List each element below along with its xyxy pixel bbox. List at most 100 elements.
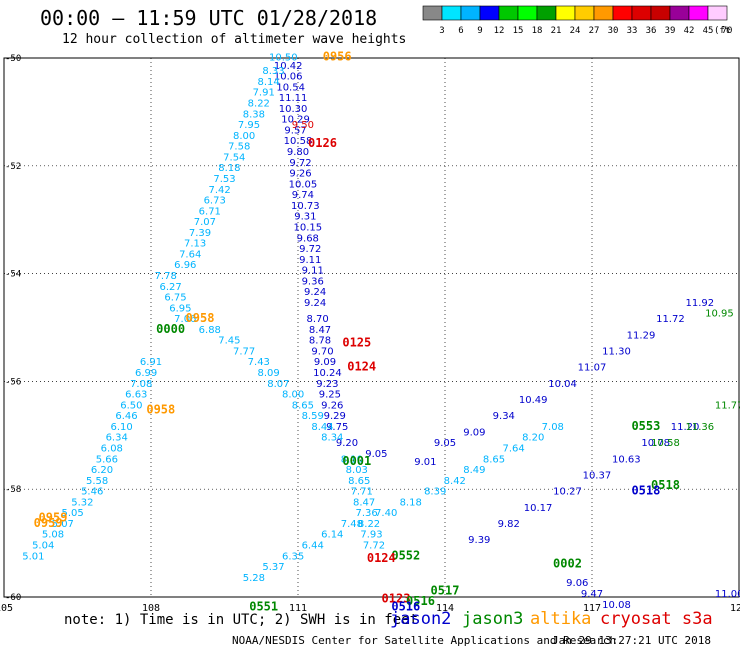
data-point-jason2: 10.06 — [274, 72, 303, 83]
data-point-altika: 7.43 — [248, 357, 270, 368]
data-point-altika: 6.34 — [106, 433, 128, 444]
data-point-altika: 7.64 — [179, 249, 201, 260]
pass-time-label: 0553 — [631, 419, 660, 433]
data-point-jason2: 9.57 — [284, 125, 306, 136]
pass-time-label: 0124 — [367, 551, 396, 565]
y-tick-label: -60 — [5, 593, 21, 603]
pass-time-label: 0125 — [342, 335, 371, 349]
data-point-altika: 5.58 — [86, 476, 108, 487]
data-point-jason2: 10.17 — [524, 503, 553, 514]
data-point-jason2: 9.39 — [468, 535, 490, 546]
data-point-altika: 5.66 — [96, 454, 118, 465]
data-point-jason2: 9.36 — [302, 276, 324, 287]
x-tick-label: 117 — [583, 603, 601, 614]
y-tick-label: -56 — [5, 377, 21, 387]
y-tick-label: -52 — [5, 162, 21, 172]
data-point-altika: 5.28 — [243, 573, 265, 584]
legend-jason3: jason3 — [462, 609, 524, 629]
color-scale-label: 3 — [439, 26, 444, 36]
pass-time-label: 0123 — [382, 591, 411, 605]
data-point-altika: 6.46 — [115, 411, 137, 422]
plot-frame — [3, 57, 740, 598]
data-point-altika: 7.40 — [375, 508, 397, 519]
color-scale-label: 39 — [665, 26, 676, 36]
data-point-altika: 8.33 — [262, 66, 284, 77]
data-point-jason2: 11.07 — [578, 363, 607, 374]
data-point-altika: 8.44 — [311, 422, 333, 433]
data-point-altika: 7.64 — [502, 443, 524, 454]
data-point-altika: 6.96 — [174, 260, 196, 271]
data-point-altika: 8.18 — [218, 163, 240, 174]
data-point-jason2: 9.26 — [289, 169, 311, 180]
data-point-altika: 6.71 — [199, 206, 221, 217]
pass-time-label: 0551 — [249, 599, 278, 613]
color-scale-label: 42 — [684, 26, 695, 36]
legend-cryosat-s3a: cryosat s3a — [600, 609, 713, 629]
data-point-jason2: 10.15 — [293, 222, 322, 233]
data-point-altika: 7.53 — [213, 174, 235, 185]
data-point-jason2: 9.06 — [566, 578, 588, 589]
data-point-altika: 7.45 — [218, 336, 240, 347]
data-point-altika: 8.65 — [483, 454, 505, 465]
data-point-altika: 5.32 — [71, 497, 93, 508]
data-point-jason2: 10.78 — [641, 438, 670, 449]
data-point-jason2: 10.27 — [553, 487, 582, 498]
data-point-altika: 8.38 — [243, 109, 265, 120]
data-point-jason2: 9.05 — [365, 449, 387, 460]
data-point-jason3: 10.58 — [651, 438, 680, 449]
data-point-altika: 8.65 — [292, 400, 314, 411]
data-point-jason2: 9.23 — [316, 379, 338, 390]
data-point-altika: 7.95 — [238, 120, 260, 131]
color-scale-unit: (ft) — [714, 26, 732, 36]
data-point-altika: 7.54 — [223, 152, 245, 163]
data-point-altika: 8.00 — [233, 131, 255, 142]
data-point-altika: 8.59 — [302, 411, 324, 422]
data-point-jason2: 9.72 — [299, 244, 321, 255]
data-point-jason2: 11.00 — [715, 589, 740, 600]
data-point-altika: 8.00 — [282, 390, 304, 401]
data-point-jason2: 10.29 — [281, 115, 310, 126]
color-scale-label: 36 — [646, 26, 657, 36]
data-point-altika: 8.14 — [257, 77, 279, 88]
x-tick-label: 111 — [289, 603, 307, 614]
data-point-altika: 7.07 — [194, 217, 216, 228]
footnote: note: 1) Time is in UTC; 2) SWH is in fe… — [64, 612, 419, 628]
data-point-altika: 8.03 — [346, 465, 368, 476]
data-point-jason2: 9.74 — [292, 190, 314, 201]
y-tick-label: -50 — [5, 54, 21, 64]
data-point-jason2: 10.58 — [284, 136, 313, 147]
x-tick-label: 120 — [730, 603, 740, 614]
color-scale-label: 15 — [513, 26, 524, 36]
data-point-altika: 7.08 — [542, 422, 564, 433]
data-point-jason2: 9.72 — [289, 158, 311, 169]
credit-line: NOAA/NESDIS Center for Satellite Applica… — [232, 634, 617, 647]
pass-time-label: 0959 — [34, 516, 63, 530]
data-point-jason3: 10.95 — [705, 309, 734, 320]
data-point-altika: 6.88 — [199, 325, 221, 336]
data-point-jason2: 11.92 — [685, 298, 714, 309]
data-point-jason2: 10.37 — [583, 470, 612, 481]
x-tick-label: 114 — [436, 603, 454, 614]
data-point-jason2: 10.04 — [548, 379, 577, 390]
generated-timestamp: Jan 29 13:27:21 UTC 2018 — [552, 634, 711, 647]
data-point-jason2: 10.30 — [279, 104, 308, 115]
data-point-altika: 5.04 — [32, 540, 54, 551]
data-point-altika: 6.10 — [110, 422, 132, 433]
data-point-jason2: 9.05 — [434, 438, 456, 449]
pass-time-label: 0518 — [651, 478, 680, 492]
data-point-jason2: 9.29 — [324, 411, 346, 422]
data-point-jason2: 10.24 — [313, 368, 342, 379]
data-point-altika: 5.07 — [52, 519, 74, 530]
data-point-jason2: 9.34 — [493, 411, 515, 422]
data-point-altika: 6.95 — [169, 303, 191, 314]
data-point-jason2: 9.09 — [314, 357, 336, 368]
data-point-altika: 6.14 — [321, 530, 343, 541]
data-point-jason2: 11.29 — [627, 330, 656, 341]
data-point-jason2: 9.31 — [294, 212, 316, 223]
data-point-jason2: 10.49 — [519, 395, 548, 406]
data-point-jason2: 9.24 — [304, 298, 326, 309]
data-point-jason2: 11.20 — [671, 422, 700, 433]
pass-time-label: 0552 — [391, 548, 420, 562]
